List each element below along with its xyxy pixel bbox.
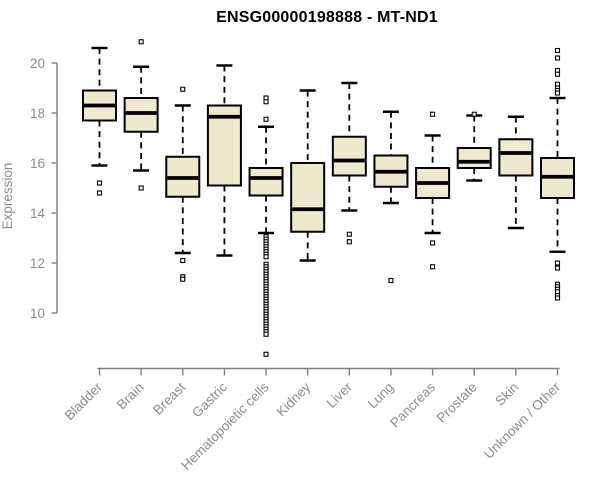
iqr-box xyxy=(498,138,534,177)
boxplot-hematopoietic-cells xyxy=(248,95,284,357)
y-tick-label: 16 xyxy=(30,156,45,171)
outlier-point xyxy=(180,257,186,264)
boxplot-prostate xyxy=(456,111,492,182)
x-tick-label-unknown-other: Unknown / Other xyxy=(481,379,564,462)
outlier-point xyxy=(180,86,186,92)
iqr-box xyxy=(456,147,492,169)
boxplot-bladder xyxy=(82,46,117,196)
outlier-point xyxy=(554,295,561,301)
boxplot-liver xyxy=(331,81,367,245)
boxplot-gastric xyxy=(206,64,242,257)
outlier-point xyxy=(263,254,269,260)
outlier-point xyxy=(430,264,436,270)
chart-title: ENSG00000198888 - MT-ND1 xyxy=(216,9,438,26)
y-tick-label: 10 xyxy=(30,306,45,321)
boxplot-kidney xyxy=(290,89,326,262)
outlier-point xyxy=(388,277,394,284)
boxplot-unknown-other xyxy=(540,47,575,301)
x-tick-label-skin: Skin xyxy=(492,380,521,409)
iqr-box xyxy=(331,135,367,177)
boxplot-breast xyxy=(165,86,201,282)
y-tick-label: 20 xyxy=(30,56,45,71)
outlier-point xyxy=(554,71,561,77)
outlier-point xyxy=(138,185,144,191)
y-tick-label: 18 xyxy=(30,106,45,121)
x-tick-label-lung: Lung xyxy=(365,380,397,412)
boxplot-lung xyxy=(373,110,409,284)
outlier-point xyxy=(554,90,561,96)
y-tick-label: 14 xyxy=(30,206,46,221)
outlier-point xyxy=(346,231,352,237)
outlier-point xyxy=(263,351,269,357)
outlier-point xyxy=(138,39,144,45)
outlier-point xyxy=(554,260,561,266)
x-tick-label-prostate: Prostate xyxy=(434,380,480,426)
boxplot-brain xyxy=(123,39,159,191)
outlier-point xyxy=(430,111,436,117)
outlier-point xyxy=(554,55,561,61)
x-tick-label-pancreas: Pancreas xyxy=(387,379,438,430)
outlier-point xyxy=(346,239,352,245)
outlier-point xyxy=(471,111,477,117)
x-tick-label-breast: Breast xyxy=(150,379,188,417)
iqr-box xyxy=(206,104,242,187)
outlier-point xyxy=(263,116,269,122)
y-tick-label: 12 xyxy=(30,256,45,271)
iqr-box xyxy=(290,162,326,233)
boxplot-skin xyxy=(498,115,534,230)
outlier-point xyxy=(430,240,436,246)
x-tick-label-kidney: Kidney xyxy=(274,379,314,419)
outlier-point xyxy=(263,99,269,105)
iqr-box xyxy=(248,167,284,197)
outlier-point xyxy=(263,331,269,337)
outlier-point xyxy=(554,265,561,271)
x-tick-label-gastric: Gastric xyxy=(189,379,230,420)
x-tick-label-bladder: Bladder xyxy=(62,379,106,423)
outlier-point xyxy=(180,276,186,282)
x-tick-label-liver: Liver xyxy=(324,379,356,411)
boxplot-pancreas xyxy=(415,111,451,270)
x-tick-label-brain: Brain xyxy=(114,380,147,413)
outlier-point xyxy=(96,180,103,186)
outlier-point xyxy=(554,47,561,54)
outlier-point xyxy=(96,190,103,196)
